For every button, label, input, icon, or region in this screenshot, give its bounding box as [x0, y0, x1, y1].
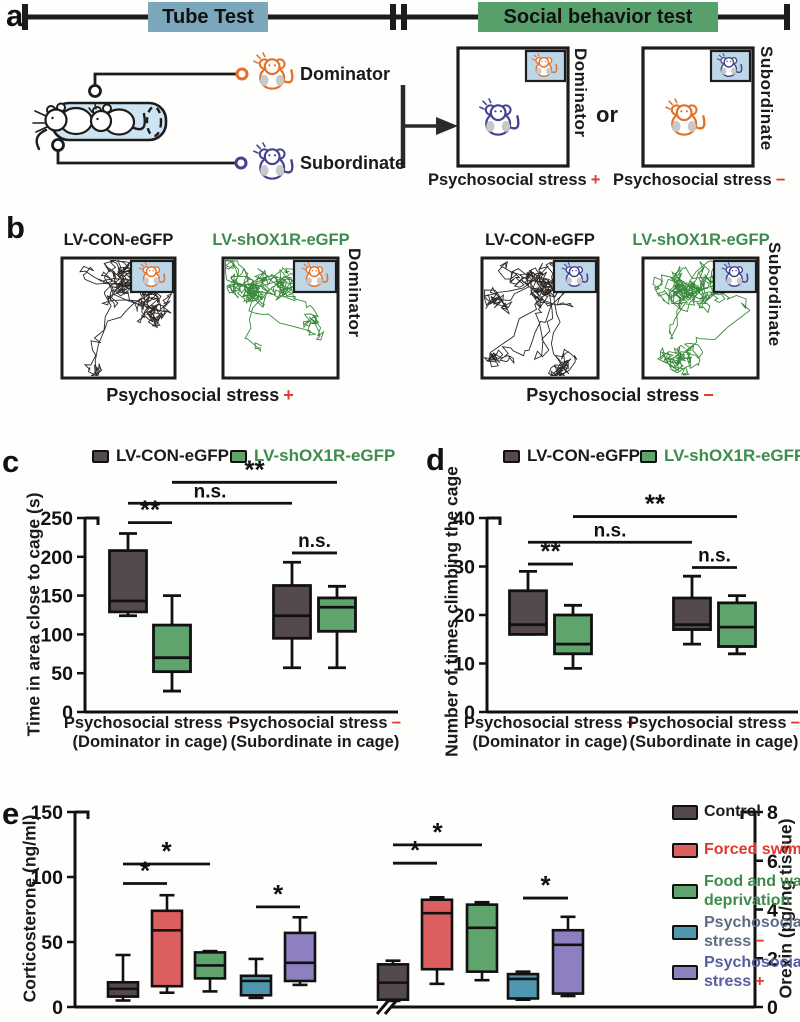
legend-label-sh: LV-shOX1R-eGFP: [254, 446, 396, 465]
dominator-mouse-icon: [235, 51, 294, 90]
legend-label-stress-minus: Psychosocial stress −: [704, 914, 800, 950]
legend-label-food-water: Food and water deprivation: [704, 873, 800, 909]
arrow: [400, 85, 458, 168]
legend-swatch-food-water: [672, 884, 698, 899]
legend-swatch-stress-minus: [672, 925, 698, 940]
panel-b-letter: b: [6, 210, 25, 245]
legend-label-con: LV-CON-eGFP: [527, 446, 641, 465]
tube-mouse-right: [88, 103, 146, 136]
movement-trace: [225, 259, 325, 353]
cage-left-side-label: Dominator: [571, 48, 590, 138]
svg-text:200: 200: [40, 547, 73, 569]
svg-text:4: 4: [767, 900, 778, 922]
tube-test-label: Tube Test: [148, 2, 268, 32]
boxplot-e: 0 50 100 150 0 2 4 6 8 * * * * * *: [30, 802, 778, 1019]
trace-caption-plus: Psychosocial stress +: [106, 385, 294, 405]
svg-text:*: *: [540, 870, 551, 900]
legend-swatch-forced-swim: [672, 843, 698, 858]
svg-text:8: 8: [767, 802, 778, 824]
svg-text:n.s.: n.s.: [594, 520, 627, 541]
svg-text:*: *: [410, 835, 421, 865]
trace-insets: [129, 259, 758, 294]
cage-stress-minus: [641, 46, 755, 168]
dominator-label: Dominator: [300, 64, 390, 84]
subordinate-mouse-icon: [234, 141, 294, 180]
movement-trace: [652, 260, 751, 376]
svg-text:0: 0: [767, 997, 778, 1019]
panel-a-letter: a: [6, 0, 24, 33]
c-group2-label: Psychosocial stress − (Subordinate in cag…: [228, 714, 402, 751]
svg-text:150: 150: [30, 802, 63, 824]
svg-text:**: **: [645, 489, 666, 519]
svg-text:100: 100: [40, 624, 73, 646]
svg-text:100: 100: [30, 867, 63, 889]
legend-label-control: Control: [704, 803, 761, 820]
tube-diagram: [32, 101, 168, 151]
svg-text:*: *: [432, 817, 443, 847]
boxplot-d: 0 10 20 30 40 ** n.s. ** n.s.: [453, 489, 798, 724]
svg-text:0: 0: [464, 702, 475, 724]
cage-right-caption: Psychosocial stress −: [613, 171, 786, 189]
svg-text:**: **: [140, 495, 161, 525]
svg-text:250: 250: [40, 508, 73, 530]
svg-text:**: **: [540, 536, 561, 566]
legend-label-forced-swim: Forced swim: [704, 841, 800, 858]
svg-text:30: 30: [453, 557, 475, 579]
svg-text:150: 150: [40, 586, 73, 608]
cage-right-side-label: Subordinate: [757, 46, 776, 151]
d-group1-label: Psychosocial stress + (Dominator in cage): [463, 714, 637, 751]
trace-title-sh: LV-shOX1R-eGFP: [212, 231, 350, 249]
legend-swatch-control: [672, 805, 698, 820]
legend-label-con: LV-CON-eGFP: [116, 446, 230, 465]
legend-swatch-sh: [640, 450, 657, 463]
cage-stress-plus: [456, 46, 570, 168]
svg-text:10: 10: [453, 654, 475, 676]
svg-text:n.s.: n.s.: [698, 545, 731, 566]
legend-swatch-con: [503, 450, 520, 463]
legend-swatch-con: [92, 450, 109, 463]
trace-title-sh: LV-shOX1R-eGFP: [632, 231, 770, 249]
or-label: or: [596, 102, 618, 127]
panel-e-letter: e: [2, 796, 20, 831]
d-group2-label: Psychosocial stress − (Subordinate in cag…: [627, 714, 800, 751]
tube-connectors: [51, 72, 237, 165]
trace-side-dominator: Dominator: [345, 248, 364, 338]
panel-d-letter: d: [426, 442, 445, 477]
svg-text:*: *: [161, 836, 172, 866]
c-ylabel: Time in area close to cage (s): [23, 492, 44, 737]
trace-title-con: LV-CON-eGFP: [63, 231, 174, 249]
svg-text:50: 50: [41, 932, 63, 954]
svg-text:6: 6: [767, 851, 778, 873]
trace-side-subordinate: Subordinate: [765, 242, 784, 347]
svg-text:2: 2: [767, 948, 778, 970]
legend-swatch-stress-plus: [672, 965, 698, 980]
trace-title-con: LV-CON-eGFP: [485, 231, 595, 249]
svg-text:40: 40: [453, 508, 475, 530]
svg-text:50: 50: [51, 663, 73, 685]
c-group1-label: Psychosocial stress + (Dominator in cage): [63, 714, 237, 751]
e-left-ylabel: Corticosterone (ng/ml): [19, 814, 40, 1003]
trace-caption-minus: Psychosocial stress −: [526, 385, 714, 405]
svg-text:0: 0: [62, 702, 73, 724]
social-test-label: Social behavior test: [478, 2, 718, 32]
legend-swatch-sh: [230, 450, 247, 463]
svg-text:**: **: [244, 454, 265, 484]
boxplot-c: 0 50 100 150 200 250 ** n.s. ** n.s.: [40, 454, 398, 724]
svg-text:0: 0: [52, 997, 63, 1019]
subordinate-label: Subordinate: [300, 153, 406, 173]
svg-text:n.s.: n.s.: [298, 531, 331, 552]
tube-mouse-left: [32, 102, 94, 136]
cage-left-caption: Psychosocial stress +: [428, 171, 601, 189]
svg-text:*: *: [273, 879, 284, 909]
svg-text:n.s.: n.s.: [194, 481, 227, 502]
legend-label-sh: LV-shOX1R-eGFP: [664, 446, 800, 465]
legend-label-stress-plus: Psychosocial stress +: [704, 954, 800, 990]
panel-c-letter: c: [2, 444, 20, 479]
svg-text:20: 20: [453, 605, 475, 627]
svg-text:*: *: [140, 856, 151, 886]
